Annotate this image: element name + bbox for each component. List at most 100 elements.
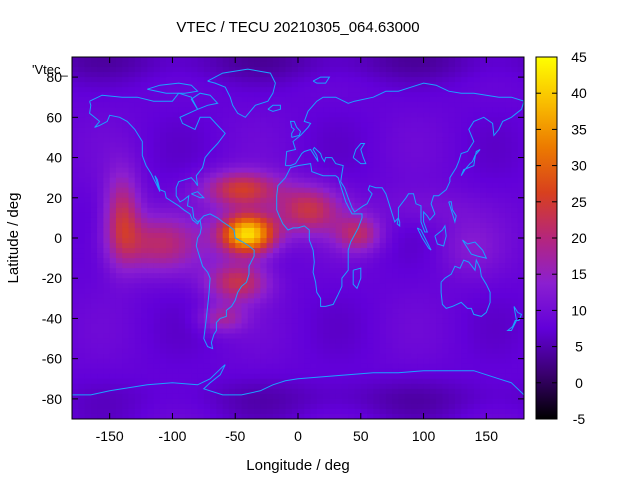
heatmap-cell — [310, 393, 318, 400]
heatmap-cell — [222, 217, 230, 224]
heatmap-cell — [266, 318, 274, 325]
heatmap-cell — [423, 333, 431, 340]
heatmap-cell — [505, 77, 513, 83]
heatmap-cell — [341, 318, 349, 325]
heatmap-cell — [310, 212, 318, 219]
heatmap-cell — [298, 182, 305, 189]
heatmap-cell — [153, 338, 161, 345]
heatmap-cell — [97, 157, 104, 164]
heatmap-cell — [72, 358, 79, 365]
heatmap-cell — [185, 142, 192, 149]
heatmap-cell — [185, 132, 192, 139]
heatmap-cell — [260, 162, 268, 169]
heatmap-cell — [360, 192, 368, 199]
heatmap-cell — [228, 207, 236, 214]
heatmap-cell — [367, 112, 374, 118]
heatmap-cell — [115, 202, 123, 209]
heatmap-cell — [486, 328, 494, 335]
heatmap-cell — [109, 283, 117, 289]
heatmap-cell — [228, 67, 236, 73]
heatmap-cell — [172, 383, 180, 390]
heatmap-cell — [398, 187, 406, 194]
heatmap-cell — [329, 167, 337, 174]
heatmap-cell — [404, 157, 412, 164]
heatmap-cell — [341, 82, 349, 88]
heatmap-cell — [78, 152, 86, 159]
heatmap-cell — [511, 348, 519, 355]
heatmap-cell — [178, 207, 186, 214]
heatmap-cell — [304, 102, 312, 108]
heatmap-cell — [354, 238, 362, 244]
heatmap-cell — [153, 92, 161, 98]
heatmap-cell — [436, 303, 443, 309]
heatmap-cell — [354, 142, 362, 149]
heatmap-cell — [260, 263, 268, 269]
heatmap-cell — [235, 313, 243, 320]
heatmap-cell — [480, 393, 487, 400]
heatmap-cell — [373, 253, 381, 259]
heatmap-cell — [285, 283, 293, 289]
heatmap-cell — [454, 97, 462, 103]
heatmap-cell — [103, 62, 111, 68]
heatmap-cell — [379, 82, 387, 88]
heatmap-cell — [84, 232, 92, 239]
heatmap-cell — [272, 222, 280, 229]
heatmap-cell — [492, 87, 500, 93]
heatmap-cell — [423, 308, 431, 315]
heatmap-cell — [354, 162, 362, 169]
heatmap-cell — [436, 238, 443, 244]
heatmap-cell — [498, 217, 506, 224]
heatmap-cell — [279, 388, 287, 395]
heatmap-cell — [228, 72, 236, 78]
heatmap-cell — [480, 333, 487, 340]
heatmap-cell — [178, 373, 186, 380]
heatmap-cell — [505, 142, 513, 149]
heatmap-cell — [172, 207, 180, 214]
heatmap-cell — [423, 363, 431, 370]
heatmap-cell — [172, 308, 180, 315]
heatmap-cell — [153, 117, 161, 123]
heatmap-cell — [461, 162, 469, 169]
heatmap-cell — [385, 102, 393, 108]
heatmap-cell — [310, 328, 318, 335]
heatmap-cell — [367, 202, 374, 209]
heatmap-cell — [266, 308, 274, 315]
heatmap-cell — [128, 273, 136, 279]
heatmap-cell — [505, 162, 513, 169]
heatmap-cell — [216, 212, 224, 219]
heatmap-cell — [385, 338, 393, 345]
heatmap-cell — [128, 353, 136, 360]
heatmap-cell — [241, 253, 249, 259]
heatmap-cell — [103, 288, 111, 294]
heatmap-cell — [109, 127, 117, 134]
heatmap-cell — [373, 192, 381, 199]
heatmap-cell — [480, 383, 487, 390]
heatmap-cell — [429, 117, 437, 123]
heatmap-cell — [367, 212, 374, 219]
heatmap-cell — [203, 217, 211, 224]
heatmap-cell — [498, 343, 506, 350]
heatmap-cell — [122, 283, 130, 289]
heatmap-cell — [115, 62, 123, 68]
heatmap-cell — [417, 132, 425, 139]
heatmap-cell — [367, 177, 374, 184]
heatmap-cell — [404, 378, 412, 385]
heatmap-cell — [153, 137, 161, 144]
heatmap-cell — [511, 92, 519, 98]
heatmap-cell — [266, 132, 274, 139]
heatmap-cell — [153, 97, 161, 103]
heatmap-cell — [272, 268, 280, 274]
heatmap-cell — [335, 127, 343, 134]
heatmap-cell — [417, 112, 425, 118]
heatmap-cell — [109, 157, 117, 164]
heatmap-cell — [341, 212, 349, 219]
heatmap-cell — [329, 127, 337, 134]
heatmap-cell — [316, 258, 324, 264]
heatmap-cell — [172, 97, 180, 103]
heatmap-cell — [454, 263, 462, 269]
heatmap-cell — [329, 323, 337, 330]
heatmap-cell — [197, 318, 205, 325]
heatmap-cell — [473, 398, 481, 405]
heatmap-cell — [335, 398, 343, 405]
heatmap-cell — [285, 102, 293, 108]
